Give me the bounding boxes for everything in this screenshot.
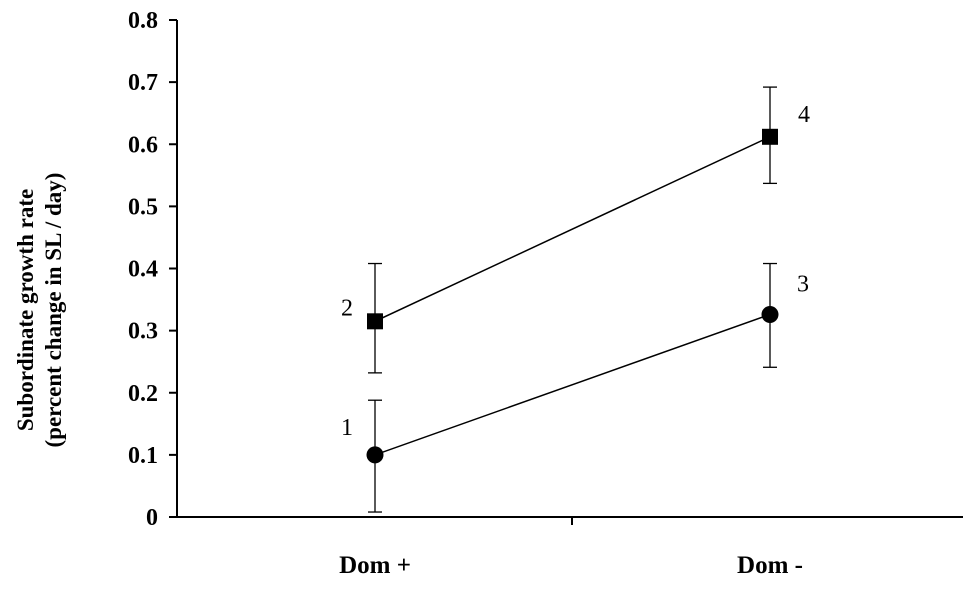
point-label: 3 — [797, 271, 809, 297]
y-axis-label-line-1: Subordinate growth rate — [13, 189, 38, 431]
point-label: 2 — [341, 295, 353, 321]
x-category-label: Dom + — [339, 552, 411, 579]
y-axis-label: Subordinate growth rate (percent change … — [13, 173, 66, 448]
y-tick-label: 0.1 — [128, 443, 158, 469]
y-axis-label-line-2: (percent change in SL / day) — [41, 173, 66, 448]
y-tick-label: 0.5 — [128, 194, 158, 220]
x-category-label: Dom - — [737, 552, 803, 579]
data-point-circle — [761, 305, 779, 323]
y-tick-label: 0 — [146, 505, 158, 531]
y-tick-label: 0.7 — [128, 70, 158, 96]
y-tick-label: 0.8 — [128, 8, 158, 34]
y-tick-label: 0.6 — [128, 132, 158, 158]
series-line — [374, 136, 771, 322]
series-circle: 13 — [341, 262, 809, 513]
y-tick-labels: 0 0.1 0.2 0.3 0.4 0.5 0.6 0.7 0.8 — [128, 8, 158, 531]
series-square: 24 — [341, 86, 810, 374]
data-point-circle — [366, 446, 384, 464]
y-tick-label: 0.2 — [128, 381, 158, 407]
point-label: 1 — [341, 415, 353, 441]
x-tick-labels: Dom + Dom - — [339, 552, 803, 579]
data-point-square — [367, 313, 383, 330]
data-point-square — [762, 128, 778, 145]
axes — [169, 19, 963, 525]
point-label: 4 — [798, 102, 810, 128]
y-tick-label: 0.4 — [128, 257, 158, 283]
y-tick-label: 0.3 — [128, 319, 158, 345]
series-line — [374, 313, 771, 456]
